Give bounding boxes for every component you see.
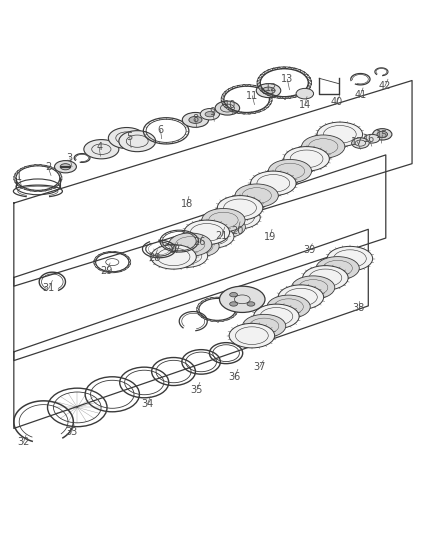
Ellipse shape bbox=[218, 206, 260, 229]
Text: 8: 8 bbox=[192, 114, 198, 124]
Ellipse shape bbox=[253, 304, 298, 329]
Text: 2: 2 bbox=[45, 161, 51, 172]
Ellipse shape bbox=[283, 147, 328, 171]
Ellipse shape bbox=[108, 127, 145, 149]
Ellipse shape bbox=[165, 245, 207, 268]
Text: 6: 6 bbox=[157, 125, 163, 135]
Ellipse shape bbox=[150, 245, 196, 269]
Text: 37: 37 bbox=[253, 362, 265, 372]
Text: 31: 31 bbox=[42, 284, 55, 293]
Text: 15: 15 bbox=[375, 130, 388, 140]
Ellipse shape bbox=[326, 246, 372, 271]
Ellipse shape bbox=[229, 293, 237, 297]
Ellipse shape bbox=[182, 112, 208, 127]
Ellipse shape bbox=[316, 122, 362, 147]
Ellipse shape bbox=[180, 236, 219, 257]
Ellipse shape bbox=[217, 196, 262, 220]
Ellipse shape bbox=[219, 286, 265, 312]
Ellipse shape bbox=[278, 285, 323, 309]
Ellipse shape bbox=[60, 164, 71, 170]
Ellipse shape bbox=[84, 140, 119, 159]
Text: 13: 13 bbox=[281, 74, 293, 84]
Text: 5: 5 bbox=[127, 132, 133, 142]
Text: 1: 1 bbox=[16, 172, 22, 182]
Ellipse shape bbox=[261, 87, 275, 94]
Ellipse shape bbox=[184, 220, 229, 245]
Text: 28: 28 bbox=[148, 253, 161, 263]
Text: 41: 41 bbox=[353, 90, 366, 100]
Text: 10: 10 bbox=[224, 100, 236, 110]
Text: 11: 11 bbox=[246, 91, 258, 101]
Ellipse shape bbox=[295, 88, 313, 99]
Ellipse shape bbox=[372, 128, 391, 140]
Text: 32: 32 bbox=[17, 438, 30, 447]
Ellipse shape bbox=[315, 256, 358, 280]
Text: 9: 9 bbox=[209, 108, 215, 117]
Text: 29: 29 bbox=[100, 266, 113, 276]
Text: 36: 36 bbox=[228, 372, 240, 382]
Ellipse shape bbox=[247, 302, 254, 306]
Ellipse shape bbox=[229, 302, 237, 306]
Text: 17: 17 bbox=[350, 137, 363, 147]
Ellipse shape bbox=[200, 109, 219, 120]
Text: 16: 16 bbox=[362, 134, 374, 144]
Text: 4: 4 bbox=[96, 142, 102, 152]
Ellipse shape bbox=[250, 171, 295, 196]
Ellipse shape bbox=[234, 184, 278, 207]
Ellipse shape bbox=[266, 295, 310, 318]
Text: 33: 33 bbox=[65, 427, 78, 437]
Text: 19: 19 bbox=[263, 232, 276, 242]
Text: 3: 3 bbox=[67, 153, 73, 163]
Text: 39: 39 bbox=[302, 245, 314, 255]
Text: 12: 12 bbox=[265, 83, 277, 93]
Text: 20: 20 bbox=[231, 225, 244, 236]
Ellipse shape bbox=[301, 135, 344, 158]
Text: 14: 14 bbox=[298, 100, 310, 110]
Text: 38: 38 bbox=[352, 303, 364, 313]
Text: 35: 35 bbox=[190, 385, 202, 395]
Ellipse shape bbox=[119, 131, 155, 152]
Ellipse shape bbox=[291, 276, 334, 299]
Text: 34: 34 bbox=[141, 399, 153, 409]
Ellipse shape bbox=[215, 101, 239, 115]
Ellipse shape bbox=[168, 233, 211, 256]
Text: 42: 42 bbox=[378, 81, 390, 91]
Ellipse shape bbox=[188, 116, 201, 124]
Text: 27: 27 bbox=[168, 245, 181, 255]
Ellipse shape bbox=[191, 225, 233, 248]
Ellipse shape bbox=[268, 159, 311, 183]
Ellipse shape bbox=[376, 131, 387, 138]
Text: 18: 18 bbox=[180, 199, 192, 209]
Ellipse shape bbox=[54, 160, 76, 173]
Text: 21: 21 bbox=[215, 231, 227, 241]
Ellipse shape bbox=[363, 134, 379, 143]
Ellipse shape bbox=[256, 84, 280, 98]
Ellipse shape bbox=[206, 216, 245, 238]
Ellipse shape bbox=[201, 208, 244, 232]
Text: 40: 40 bbox=[330, 98, 342, 107]
Ellipse shape bbox=[302, 265, 347, 290]
Text: 26: 26 bbox=[193, 237, 205, 247]
Ellipse shape bbox=[229, 324, 274, 348]
Ellipse shape bbox=[242, 314, 285, 338]
Ellipse shape bbox=[351, 138, 368, 148]
Ellipse shape bbox=[205, 111, 214, 117]
